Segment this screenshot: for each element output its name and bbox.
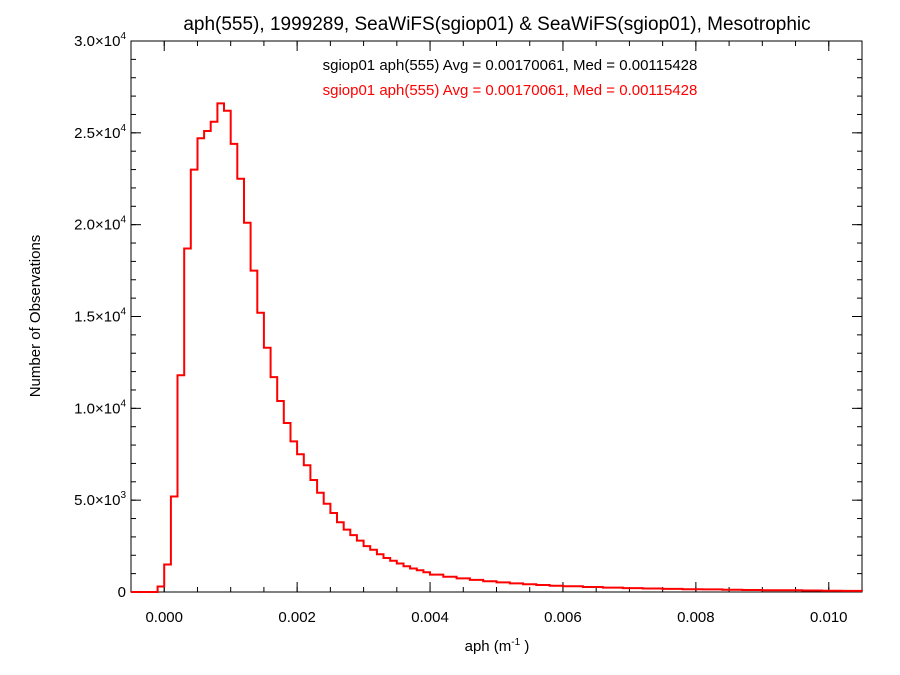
annotation-red: sgiop01 aph(555) Avg = 0.00170061, Med =… xyxy=(323,82,698,99)
y-tick-label: 0 xyxy=(118,584,126,601)
y-axis-label: Number of Observations xyxy=(27,235,44,398)
y-tick-label: 5.0×103 xyxy=(74,490,126,509)
plot-frame xyxy=(130,40,863,593)
y-tick-label: 1.5×104 xyxy=(74,307,126,326)
x-tick-label: 0.006 xyxy=(544,609,582,626)
x-axis-label: aph (m-1 ) xyxy=(465,632,530,655)
x-tick-label: 0.010 xyxy=(810,609,848,626)
x-tick-label: 0.008 xyxy=(677,609,715,626)
y-tick-label: 2.0×104 xyxy=(74,215,126,234)
x-tick-label: 0.002 xyxy=(278,609,316,626)
chart-title: aph(555), 1999289, SeaWiFS(sgiop01) & Se… xyxy=(183,14,810,35)
y-tick-label: 3.0×104 xyxy=(74,31,126,50)
x-tick-label: 0.004 xyxy=(411,609,449,626)
annotation-black: sgiop01 aph(555) Avg = 0.00170061, Med =… xyxy=(323,57,698,74)
x-tick-label: 0.000 xyxy=(145,609,183,626)
y-axis-label-group: Number of Observations xyxy=(27,235,44,398)
y-tick-label: 1.0×104 xyxy=(74,398,126,417)
histogram-series-line xyxy=(131,102,863,593)
y-tick-label: 2.5×104 xyxy=(74,123,126,142)
